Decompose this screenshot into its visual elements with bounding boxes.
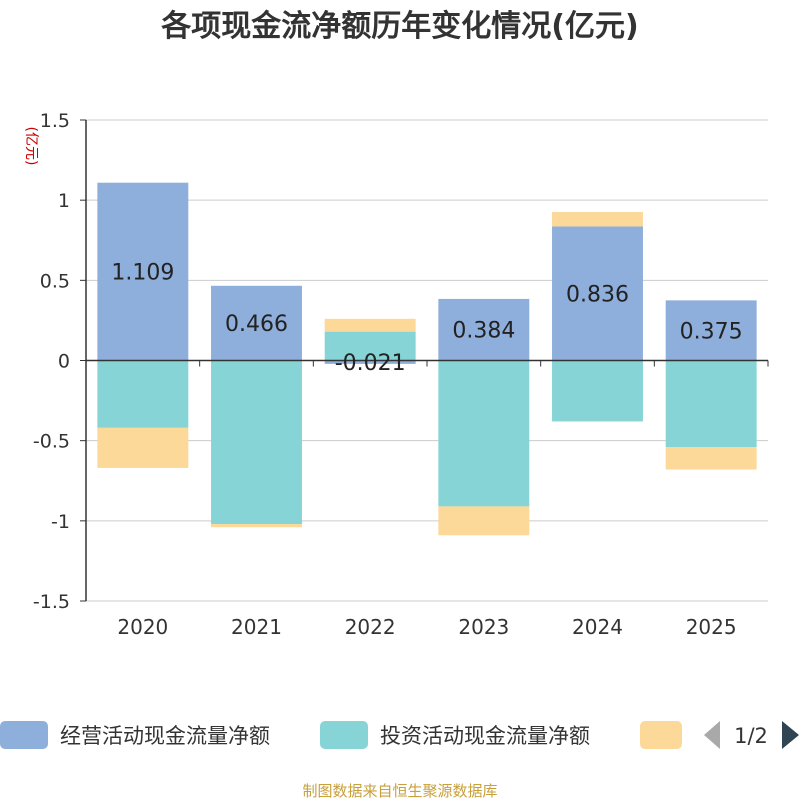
- y-tick-label: 1.5: [40, 110, 70, 132]
- chart-title: 各项现金流净额历年变化情况(亿元): [160, 9, 638, 44]
- legend-swatch-financing[interactable]: [640, 721, 682, 749]
- x-tick-label: 2020: [117, 615, 168, 639]
- data-label-2022: -0.021: [335, 351, 406, 376]
- data-label-2020: 1.109: [111, 261, 174, 286]
- y-tick-label: -0.5: [33, 431, 70, 453]
- legend-page-indicator: 1/2: [734, 724, 768, 748]
- bars: [97, 183, 756, 536]
- x-tick-label: 2021: [231, 615, 282, 639]
- legend-prev-page-icon[interactable]: [704, 721, 720, 749]
- bar-financing-2023[interactable]: [438, 506, 529, 535]
- x-tick-label: 2024: [572, 615, 623, 639]
- source-note: 制图数据来自恒生聚源数据库: [302, 782, 497, 800]
- legend: 经营活动现金流量净额 投资活动现金流量净额 1/2: [0, 721, 799, 749]
- y-axis-label: (亿元): [23, 127, 39, 166]
- x-tick-label: 2025: [686, 615, 737, 639]
- legend-swatch-operating[interactable]: [0, 721, 48, 749]
- legend-swatch-investing[interactable]: [320, 721, 368, 749]
- data-label-2024: 0.836: [566, 282, 629, 307]
- bar-investing-2023[interactable]: [438, 361, 529, 507]
- data-label-2025: 0.375: [680, 319, 743, 344]
- chart: 各项现金流净额历年变化情况(亿元) (亿元) -1.5 -1 -0.5 0 0.5 1 1.…: [0, 0, 800, 800]
- bar-investing-2025[interactable]: [666, 361, 757, 448]
- y-tick-label: -1: [51, 511, 70, 533]
- data-label-2023: 0.384: [452, 319, 515, 344]
- bar-investing-2021[interactable]: [211, 361, 302, 525]
- bar-financing-2021[interactable]: [211, 524, 302, 527]
- legend-next-page-icon[interactable]: [782, 721, 799, 749]
- y-tick-label: -1.5: [33, 591, 70, 613]
- y-tick-label: 1: [58, 190, 70, 212]
- legend-label-operating[interactable]: 经营活动现金流量净额: [60, 724, 270, 748]
- y-tick-label: 0: [58, 351, 70, 373]
- bar-financing-2022[interactable]: [325, 319, 416, 332]
- bar-financing-2025[interactable]: [666, 447, 757, 469]
- legend-label-investing[interactable]: 投资活动现金流量净额: [380, 724, 590, 748]
- data-label-2021: 0.466: [225, 312, 288, 337]
- bar-financing-2024[interactable]: [552, 212, 643, 226]
- bar-investing-2024[interactable]: [552, 361, 643, 422]
- x-tick-label: 2022: [345, 615, 396, 639]
- bar-financing-2020[interactable]: [97, 428, 188, 468]
- x-tick-label: 2023: [458, 615, 509, 639]
- y-tick-label: 0.5: [40, 270, 70, 292]
- bar-investing-2020[interactable]: [97, 361, 188, 428]
- data-labels: 1.109 0.466 -0.021 0.384 0.836 0.375: [111, 261, 742, 377]
